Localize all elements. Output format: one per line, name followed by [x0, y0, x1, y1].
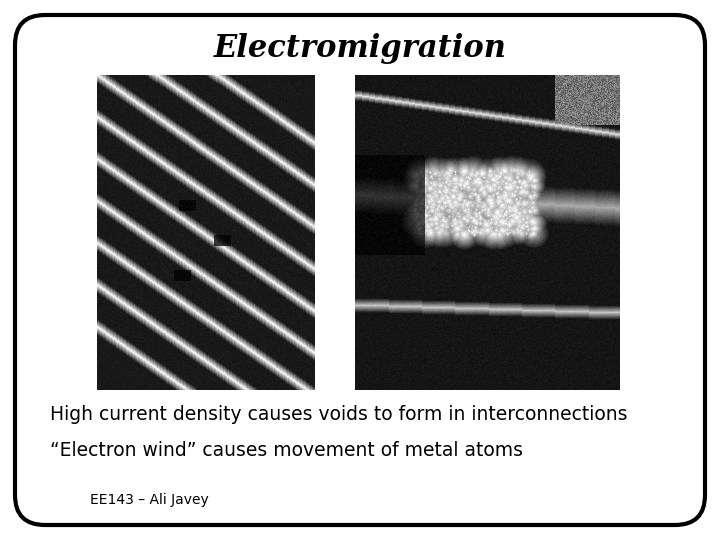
Text: EE143 – Ali Javey: EE143 – Ali Javey: [90, 493, 209, 507]
FancyBboxPatch shape: [15, 15, 705, 525]
Text: High current density causes voids to form in interconnections: High current density causes voids to for…: [50, 406, 628, 424]
Text: Electromigration: Electromigration: [214, 32, 506, 64]
Text: “Electron wind” causes movement of metal atoms: “Electron wind” causes movement of metal…: [50, 441, 523, 460]
